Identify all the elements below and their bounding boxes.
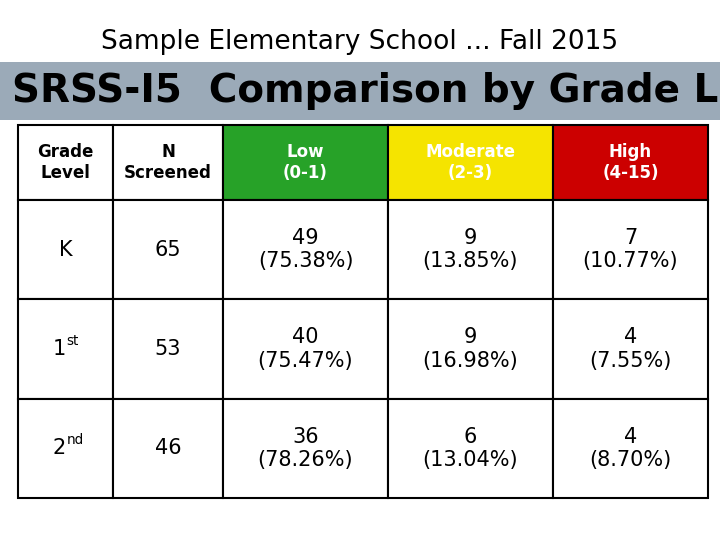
Text: 49
(75.38%): 49 (75.38%)	[258, 228, 354, 271]
Text: 7
(10.77%): 7 (10.77%)	[582, 228, 678, 271]
Text: High
(4-15): High (4-15)	[602, 143, 659, 182]
Bar	[553, 125, 708, 200]
Bar	[113, 299, 223, 399]
Bar	[553, 200, 708, 299]
Text: K: K	[59, 240, 72, 260]
Text: st: st	[66, 334, 79, 348]
Bar	[553, 399, 708, 498]
Text: N
Screened: N Screened	[124, 143, 212, 182]
Text: 6
(13.04%): 6 (13.04%)	[423, 427, 518, 470]
Bar	[113, 200, 223, 299]
Text: Sample Elementary School ... Fall 2015: Sample Elementary School ... Fall 2015	[102, 29, 618, 55]
Bar	[553, 299, 708, 399]
Bar	[223, 299, 388, 399]
Text: SRSS-I5  Comparison by Grade Level: SRSS-I5 Comparison by Grade Level	[12, 72, 720, 110]
Bar	[223, 200, 388, 299]
Bar	[388, 399, 553, 498]
Bar	[388, 200, 553, 299]
Bar	[0, 62, 720, 120]
Text: Moderate
(2-3): Moderate (2-3)	[426, 143, 516, 182]
Bar	[223, 399, 388, 498]
Text: 1: 1	[53, 339, 66, 359]
Text: 65: 65	[155, 240, 181, 260]
Bar	[388, 299, 553, 399]
Text: nd: nd	[66, 433, 84, 447]
Bar	[18, 200, 113, 299]
Text: 46: 46	[155, 438, 181, 458]
Bar	[113, 125, 223, 200]
Text: 36
(78.26%): 36 (78.26%)	[258, 427, 354, 470]
Text: 53: 53	[155, 339, 181, 359]
Bar	[18, 299, 113, 399]
Bar	[223, 125, 388, 200]
Text: 9
(13.85%): 9 (13.85%)	[423, 228, 518, 271]
Bar	[388, 125, 553, 200]
Text: 4
(8.70%): 4 (8.70%)	[590, 427, 672, 470]
Text: 2: 2	[53, 438, 66, 458]
Text: Grade
Level: Grade Level	[37, 143, 94, 182]
Bar	[113, 399, 223, 498]
Text: 9
(16.98%): 9 (16.98%)	[423, 327, 518, 370]
Text: Low
(0-1): Low (0-1)	[283, 143, 328, 182]
Text: 4
(7.55%): 4 (7.55%)	[589, 327, 672, 370]
Bar	[18, 399, 113, 498]
Bar	[18, 125, 113, 200]
Text: 40
(75.47%): 40 (75.47%)	[258, 327, 354, 370]
